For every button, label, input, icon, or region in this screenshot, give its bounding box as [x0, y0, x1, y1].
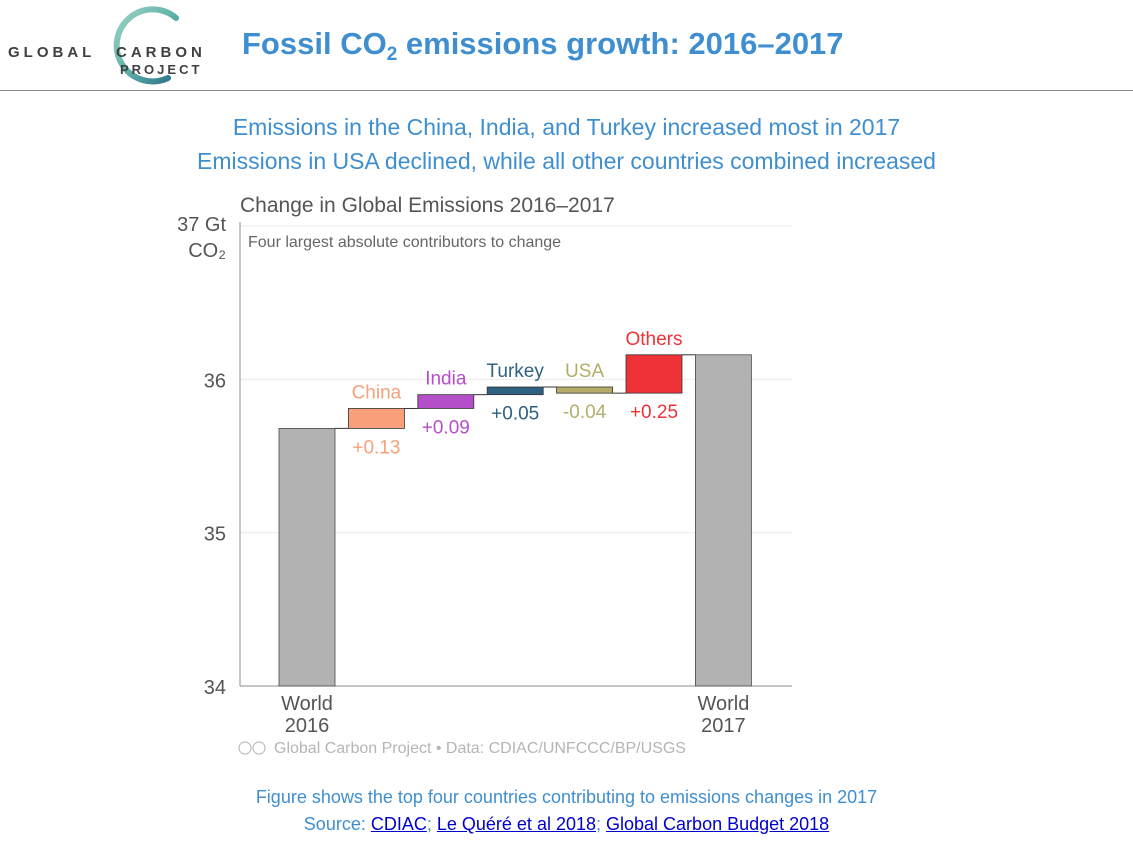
value-label-china: +0.13	[352, 437, 400, 458]
bar-china	[347, 408, 405, 429]
x-label-world-2017-bottom: 2017	[701, 715, 746, 737]
value-label-usa: -0.04	[563, 402, 607, 423]
link-le-quere-2018[interactable]: Le Quéré et al 2018	[436, 814, 596, 834]
separator: ;	[426, 814, 437, 834]
label-india: India	[425, 369, 467, 390]
logo-word-project: PROJECT	[120, 62, 203, 77]
bar-turkey	[486, 386, 544, 396]
bar-india	[417, 394, 475, 409]
y-tick-label: 34	[204, 677, 226, 699]
headline-line-1: Emissions in the China, India, and Turke…	[232, 114, 901, 140]
caption-line-1: Figure shows the top four countries cont…	[255, 787, 878, 807]
y-axis-label-line2: CO₂	[188, 240, 226, 262]
separator: ;	[596, 814, 607, 834]
value-label-others: +0.25	[630, 402, 678, 423]
label-usa: USA	[565, 361, 604, 382]
logo-word-global: GLOBAL	[8, 44, 96, 61]
page-title: Fossil CO2 emissions growth: 2016–2017	[242, 26, 844, 65]
headline-line-2: Emissions in USA declined, while all oth…	[197, 148, 936, 174]
bar-usa	[556, 386, 614, 394]
chart-footer-credit: Global Carbon Project • Data: CDIAC/UNFC…	[274, 740, 686, 757]
header-divider	[0, 90, 1133, 91]
bar-others	[625, 354, 683, 394]
bar-world-2017	[695, 354, 752, 687]
x-label-world-2016-top: World	[281, 693, 333, 715]
caption-source: Source: CDIAC; Le Quéré et al 2018; Glob…	[0, 814, 1133, 835]
waterfall-chart: 34 35 36 37 Gt CO₂ Change in Global Emissions…	[177, 194, 792, 757]
value-label-turkey: +0.05	[491, 404, 539, 425]
link-global-carbon-budget-2018[interactable]: Global Carbon Budget 2018	[606, 814, 830, 834]
cc-icon	[238, 741, 252, 755]
x-label-world-2016-bottom: 2016	[285, 715, 330, 737]
label-others: Others	[625, 329, 682, 350]
y-axis-label-line1: 37 Gt	[177, 214, 226, 236]
logo-word-carbon: CARBON	[116, 44, 206, 61]
x-label-world-2017-top: World	[697, 693, 749, 715]
bar-world-2016	[278, 427, 336, 687]
by-icon	[252, 741, 266, 755]
source-prefix: Source:	[303, 814, 371, 834]
chart-subtitle: Four largest absolute contributors to ch…	[248, 234, 561, 251]
y-tick-label: 36	[204, 370, 226, 392]
y-tick-label: 35	[204, 524, 226, 546]
chart-title: Change in Global Emissions 2016–2017	[240, 194, 615, 217]
label-china: China	[352, 382, 402, 403]
value-label-india: +0.09	[422, 417, 470, 438]
label-turkey: Turkey	[487, 361, 545, 382]
global-carbon-project-logo: GLOBAL CARBON PROJECT	[8, 4, 218, 88]
logo-ring-icon	[113, 6, 179, 85]
link-cdiac[interactable]: CDIAC	[370, 814, 427, 834]
